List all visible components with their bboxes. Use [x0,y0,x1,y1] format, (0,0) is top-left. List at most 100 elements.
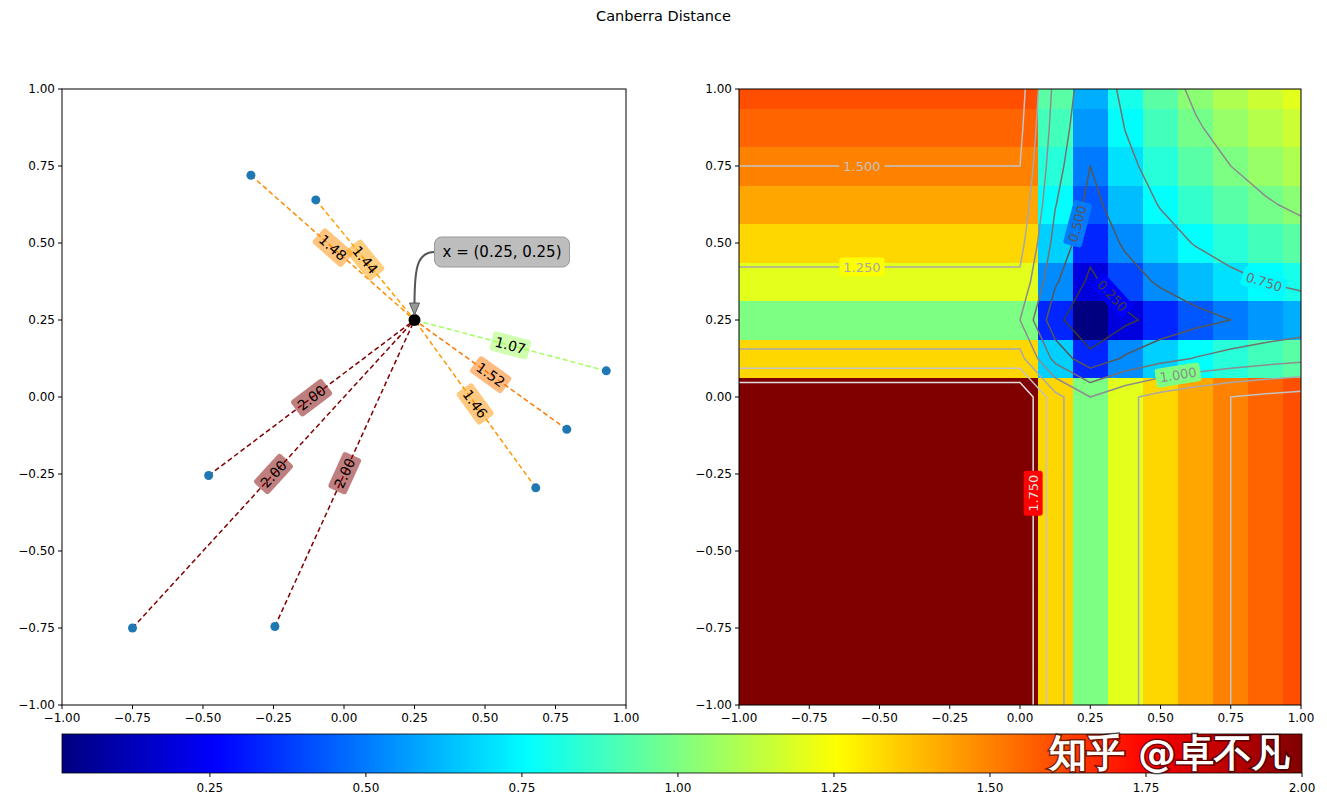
distance-label-box [311,227,354,268]
distance-label-box [489,331,532,360]
heatmap-cell [1178,147,1214,186]
heatmap-cell [967,185,1003,224]
heatmap-cell [827,609,863,648]
heatmap-cell [967,378,1003,417]
y-tick-label: 1.00 [705,82,732,96]
heatmap-cell [932,532,968,571]
colorbar-tick [1302,773,1303,777]
heatmap-cell [1038,493,1074,532]
contour-line [1046,166,1230,368]
y-tick-label: −0.50 [695,544,732,558]
heatmap-cell [739,262,757,301]
contour-line [739,89,1301,705]
y-tick [735,89,739,90]
heatmap-cell [1143,185,1179,224]
heatmap-cell [1108,339,1144,378]
heatmap-cell [1283,570,1301,609]
heatmap-cell [897,532,933,571]
annotation: x = (0.25, 0.25) [410,237,570,315]
annotation-box [435,237,570,267]
heatmap-cell [1038,301,1074,340]
distance-label-box [327,451,361,495]
heatmap-cell [739,609,757,648]
heatmap-cell [862,416,898,455]
heatmap-cell [862,532,898,571]
heatmap-cell [932,686,968,705]
heatmap-cell [1038,147,1074,186]
distance-label-text: 1.44 [349,243,381,277]
colorbar-tick-label: 2.00 [1289,781,1316,795]
y-tick-label: −0.75 [695,621,732,635]
heatmap-cell [757,647,793,686]
heatmap-cell [827,185,863,224]
x-tick [1090,705,1091,709]
heatmap-cell [1213,89,1249,109]
y-tick-label: 0.75 [28,159,55,173]
heatmap-cell [1283,224,1301,263]
heatmap-cell [1073,339,1109,378]
heatmap-cell [967,647,1003,686]
heatmap-cell [739,378,757,417]
heatmap-cell [1283,339,1301,378]
heatmap-cell [1248,108,1284,147]
heatmap-cell [1178,224,1214,263]
x-tick-label: −0.50 [861,711,898,725]
scatter-point [531,483,540,492]
heatmap-cell [1283,647,1301,686]
heatmap-cell [757,378,793,417]
distance-label: 1.44 [345,238,385,281]
heatmap-cell [792,609,828,648]
heatmap-cell [862,493,898,532]
x-tick-label: 0.75 [1217,711,1244,725]
heatmap-cell [1143,686,1179,705]
heatmap-cell [1143,89,1179,109]
contour-label-text: 0.500 [1066,204,1090,244]
heatmap-cell [967,301,1003,340]
contour-line [1020,89,1301,397]
heatmap-cell [1178,185,1214,224]
x-tick [739,705,740,709]
heatmap-cell [739,532,757,571]
heatmap-cell [967,455,1003,494]
y-tick-label: 0.75 [705,159,732,173]
heatmap-cell [897,339,933,378]
heatmap-cell [1143,262,1179,301]
heatmap-cell [792,185,828,224]
x-tick-label: 1.00 [613,711,640,725]
heatmap-cell [792,339,828,378]
heatmap-cell [757,89,793,109]
x-tick-label: −0.75 [791,711,828,725]
distance-label-box [290,378,333,418]
heatmap-cell [932,416,968,455]
scatter-point [246,171,255,180]
heatmap-cell [792,686,828,705]
heatmap-cell [1038,89,1074,109]
heatmap-cell [967,89,1003,109]
heatmap-cell [967,224,1003,263]
heatmap-cell [757,686,793,705]
contour-label-box [839,157,884,176]
x-tick-label: 0.25 [401,711,428,725]
figure: Canberra Distance1.481.441.071.521.462.0… [0,0,1327,807]
heatmap-cell [757,262,793,301]
y-tick-label: −1.00 [695,698,732,712]
heatmap-cell [827,532,863,571]
heatmap-cell [932,89,968,109]
x-tick-label: 0.25 [1077,711,1104,725]
y-tick-label: −0.25 [695,467,732,481]
heatmap-cell [1178,570,1214,609]
contour-line [739,383,1033,705]
y-tick [735,705,739,706]
heatmap-cell [1283,378,1301,417]
distance-label-text: 2.00 [331,456,358,491]
heatmap-cell [1178,493,1214,532]
colorbar-tick-label: 0.75 [509,781,536,795]
x-tick-label: 0.00 [331,711,358,725]
heatmap-cell [827,224,863,263]
heatmap-cell [827,493,863,532]
contour-label: 0.250 [1090,273,1135,319]
heatmap-cell [1248,224,1284,263]
heatmap-cell [757,609,793,648]
contour-label-text: 1.250 [843,260,880,275]
heatmap-cell [967,532,1003,571]
